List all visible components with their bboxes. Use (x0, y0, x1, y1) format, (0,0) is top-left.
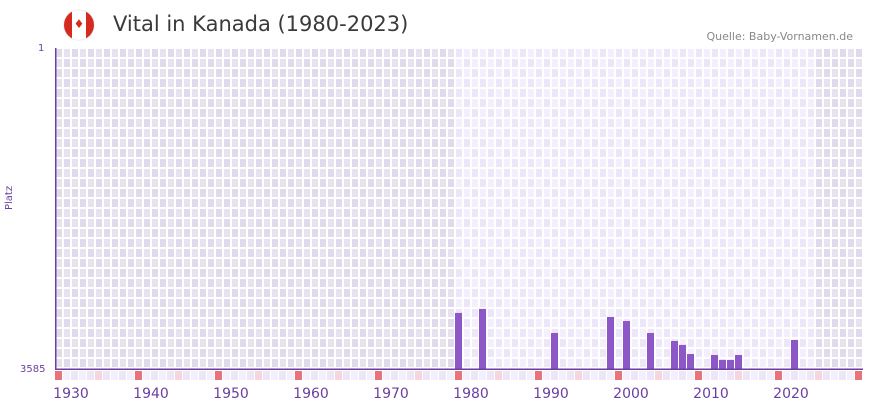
x-tick-1970: 1970 (373, 386, 409, 402)
bar-2002 (647, 332, 654, 370)
plot-area (55, 48, 863, 370)
x-tick-1990: 1990 (533, 386, 569, 402)
bar-1999 (623, 321, 630, 370)
bar-2005 (671, 340, 678, 370)
y-tick-bottom: 3585 (20, 364, 46, 375)
bar-1990 (551, 332, 558, 370)
chart-title: Vital in Kanada (1980-2023) (113, 12, 409, 36)
bar-2011 (719, 359, 726, 370)
bar-1978 (455, 312, 462, 370)
x-tick-1940: 1940 (133, 386, 169, 402)
bar-1997 (607, 316, 614, 370)
x-tick-2010: 2010 (693, 386, 729, 402)
bar-2020 (791, 339, 798, 370)
bar-2007 (687, 354, 694, 370)
x-tick-1950: 1950 (213, 386, 249, 402)
source-label: Quelle: Baby-Vornamen.de (706, 30, 853, 43)
bar-2010 (711, 354, 718, 370)
bar-2006 (679, 344, 686, 370)
x-tick-1960: 1960 (293, 386, 329, 402)
year-marker-strip (55, 371, 862, 380)
bar-2012 (727, 359, 734, 370)
bar-1981 (479, 308, 486, 370)
x-tick-2000: 2000 (613, 386, 649, 402)
y-tick-top: 1 (38, 43, 45, 54)
canada-flag-icon: ♦ (64, 10, 94, 40)
x-tick-1930: 1930 (53, 386, 89, 402)
y-axis-label: Platz (4, 185, 15, 210)
bar-2013 (735, 354, 742, 370)
x-tick-1980: 1980 (453, 386, 489, 402)
x-tick-2020: 2020 (773, 386, 809, 402)
